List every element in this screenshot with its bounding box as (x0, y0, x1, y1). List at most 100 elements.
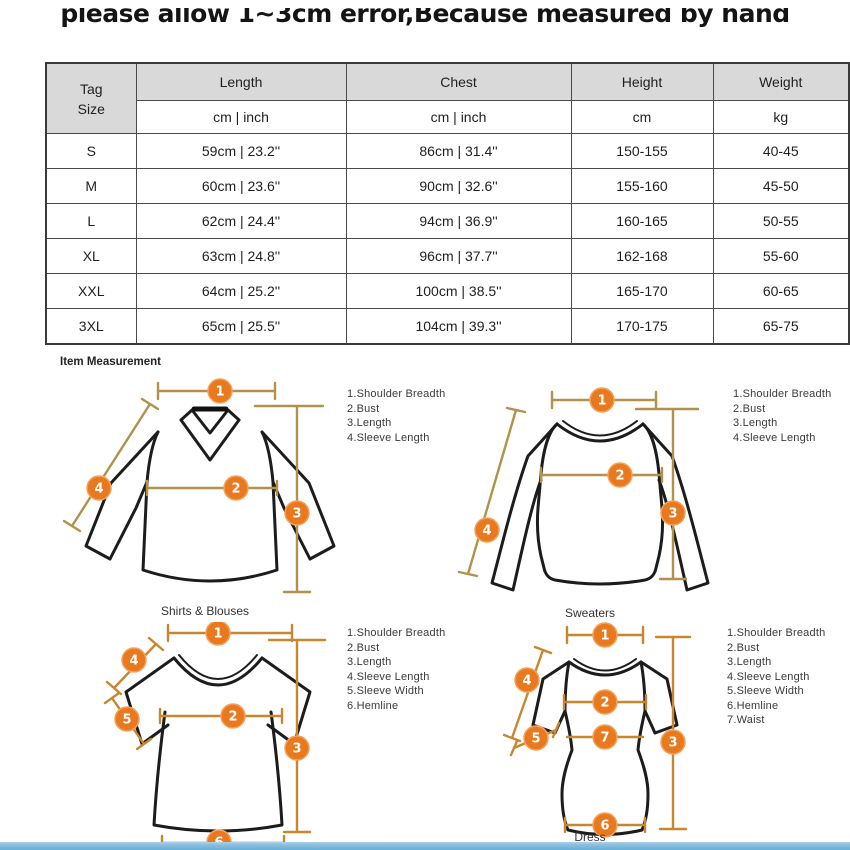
legend-item: 1.Shoulder Breadth (347, 388, 446, 400)
cell-chest: 94cm | 36.9'' (345, 203, 572, 239)
tshirt-diagram: 1 2 3 4 5 6 (103, 622, 327, 850)
measurement-marker: 1 (589, 387, 615, 413)
sweater-diagram: 1 2 3 4 (457, 387, 710, 592)
legend-item: 2.Bust (347, 641, 380, 654)
legend-item: 1.Shoulder Breadth (347, 627, 446, 639)
cell-height: 162-168 (570, 238, 714, 274)
marker-number: 3 (668, 736, 677, 751)
marker-number: 4 (129, 654, 138, 669)
unit-header: cm | inch (135, 100, 347, 134)
diagram-caption: Dress (574, 830, 606, 844)
title-wrap: please allow 1~3cm error,Because measure… (0, 8, 850, 40)
measurement-marker: 5 (523, 725, 549, 751)
legend-item: 3.Length (727, 656, 772, 668)
section-label: Item Measurement (60, 356, 161, 368)
measurement-marker: 4 (121, 647, 147, 673)
cell-size: XL (45, 238, 137, 274)
table-row: 3XL 65cm | 25.5'' 104cm | 39.3'' 170-175… (45, 308, 850, 345)
table-row: S 59cm | 23.2'' 86cm | 31.4'' 150-155 40… (45, 133, 850, 169)
cell-height: 155-160 (570, 168, 714, 204)
cell-length: 60cm | 23.6'' (135, 168, 347, 204)
diagram-legend: 1.Shoulder Breadth 2.Bust 3.Length 4.Sle… (733, 387, 831, 445)
shirt-outline (84, 406, 336, 583)
measurement-marker: 2 (220, 703, 246, 729)
cell-chest: 104cm | 39.3'' (345, 308, 572, 345)
legend-item: 7.Waist (727, 714, 765, 726)
tshirt-outline (124, 654, 312, 833)
legend-item: 4.Sleeve Length (733, 431, 816, 444)
column-header: Weight (712, 62, 850, 101)
measurement-marker: 5 (114, 706, 140, 732)
marker-number: 1 (600, 629, 609, 644)
legend-item: 1.Shoulder Breadth (727, 627, 826, 639)
legend-item: 4.Sleeve Length (347, 670, 430, 683)
diagram-legend: 1.Shoulder Breadth 2.Bust 3.Length 4.Sle… (727, 626, 825, 728)
table-row: XXL 64cm | 25.2'' 100cm | 38.5'' 165-170… (45, 273, 850, 309)
legend-item: 6.Hemline (727, 699, 779, 712)
cell-length: 63cm | 24.8'' (135, 238, 347, 274)
cell-weight: 40-45 (712, 133, 850, 169)
table-row: XL 63cm | 24.8'' 96cm | 37.7'' 162-168 5… (45, 238, 850, 274)
marker-number: 5 (531, 732, 540, 747)
cell-length: 59cm | 23.2'' (135, 133, 347, 169)
marker-number: 7 (600, 731, 609, 746)
cell-size: XXL (45, 273, 137, 309)
unit-header: cm (570, 100, 714, 134)
cell-length: 65cm | 25.5'' (135, 308, 347, 345)
column-header: Chest (345, 62, 572, 101)
marker-number: 2 (600, 696, 609, 711)
measurement-marker: 4 (86, 475, 112, 501)
corner-header: Tag Size (45, 62, 137, 134)
cell-weight: 45-50 (712, 168, 850, 204)
marker-number: 4 (482, 524, 491, 539)
legend-item: 2.Bust (347, 402, 380, 415)
cell-length: 62cm | 24.4'' (135, 203, 347, 239)
marker-number: 3 (668, 507, 677, 522)
table-row: M 60cm | 23.6'' 90cm | 32.6'' 155-160 45… (45, 168, 850, 204)
legend-item: 4.Sleeve Length (347, 431, 430, 444)
cell-chest: 90cm | 32.6'' (345, 168, 572, 204)
column-header: Length (135, 62, 347, 101)
legend-item: 2.Bust (733, 402, 766, 415)
cell-size: L (45, 203, 137, 239)
legend-item: 3.Length (347, 417, 392, 429)
measurement-marker: 4 (474, 517, 500, 543)
shirt-diagram: 1 2 3 4 (62, 378, 336, 594)
marker-number: 2 (231, 482, 240, 497)
measurement-marker: 2 (223, 475, 249, 501)
marker-number: 6 (600, 819, 609, 834)
bottom-accent-bar (0, 842, 850, 850)
unit-header: cm | inch (345, 100, 572, 134)
cell-length: 64cm | 25.2'' (135, 273, 347, 309)
marker-number: 1 (215, 385, 224, 400)
marker-number: 3 (292, 742, 301, 757)
diagram-legend: 1.Shoulder Breadth 2.Bust 3.Length 4.Sle… (347, 387, 445, 445)
table-row: L 62cm | 24.4'' 94cm | 36.9'' 160-165 50… (45, 203, 850, 239)
legend-item: 5.Sleeve Width (727, 685, 804, 697)
measurement-marker: 4 (514, 667, 540, 693)
marker-number: 2 (615, 469, 624, 484)
cell-weight: 50-55 (712, 203, 850, 239)
legend-item: 3.Length (733, 417, 778, 429)
cell-weight: 55-60 (712, 238, 850, 274)
legend-item: 1.Shoulder Breadth (733, 388, 832, 400)
marker-number: 4 (94, 482, 103, 497)
cell-size: 3XL (45, 308, 137, 345)
cell-height: 165-170 (570, 273, 714, 309)
cell-height: 150-155 (570, 133, 714, 169)
cell-chest: 100cm | 38.5'' (345, 273, 572, 309)
measurement-marker: 3 (660, 500, 686, 526)
cell-size: S (45, 133, 137, 169)
marker-number: 4 (522, 674, 531, 689)
unit-header: kg (712, 100, 850, 134)
cell-chest: 86cm | 31.4'' (345, 133, 572, 169)
measurement-marker: 3 (284, 500, 310, 526)
dress-diagram: 1 2 3 4 5 6 7 (502, 622, 692, 838)
measurement-marker: 2 (592, 689, 618, 715)
measurement-marker: 2 (607, 462, 633, 488)
diagram-legend: 1.Shoulder Breadth 2.Bust 3.Length 4.Sle… (347, 626, 445, 713)
measurement-marker: 6 (592, 812, 618, 838)
legend-item: 4.Sleeve Length (727, 670, 810, 683)
marker-number: 3 (292, 507, 301, 522)
cell-height: 170-175 (570, 308, 714, 345)
